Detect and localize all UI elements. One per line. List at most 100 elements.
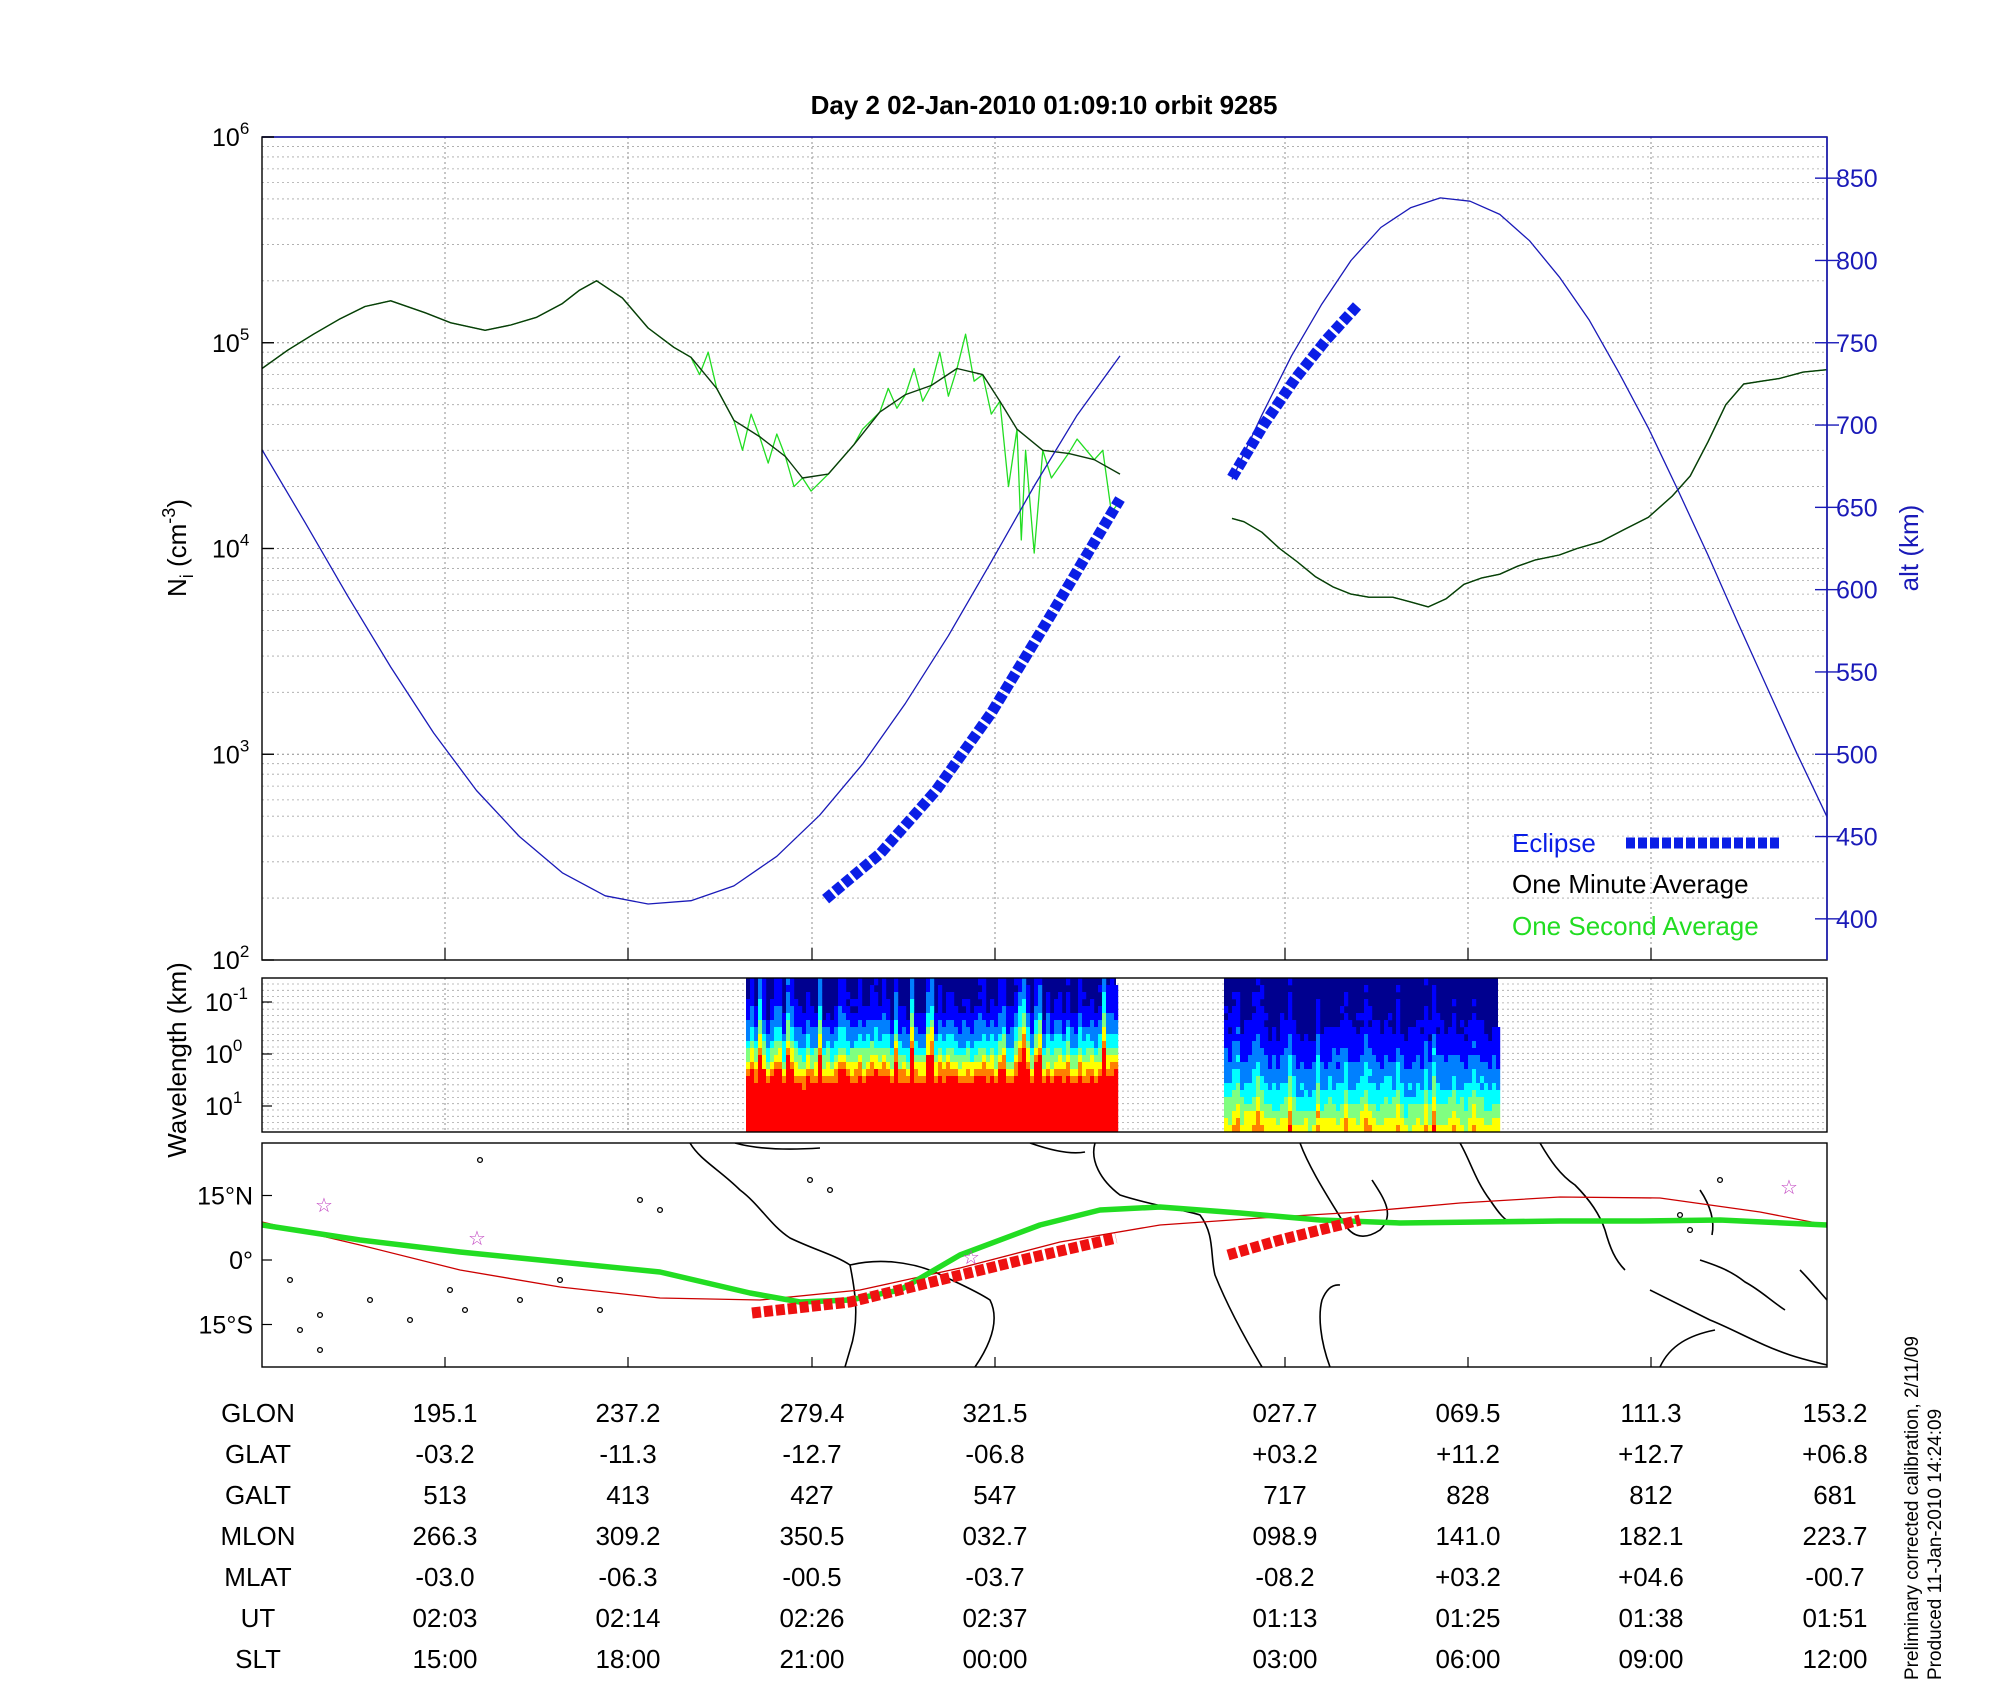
table-cell: -12.7 xyxy=(782,1439,841,1469)
spectrogram-cell xyxy=(930,1013,935,1021)
spectrogram-cell xyxy=(754,1006,759,1014)
spectrogram-cell xyxy=(906,1125,911,1132)
spectrogram-cell xyxy=(1364,1048,1369,1056)
spectrogram-cell xyxy=(1058,999,1063,1007)
spectrogram-cell xyxy=(802,1034,807,1042)
spectrogram-cell xyxy=(1400,1069,1405,1077)
spectrogram-cell xyxy=(1380,1083,1385,1091)
spectrogram-cell xyxy=(1102,1027,1107,1035)
spectrogram-cell xyxy=(1468,1125,1473,1132)
spectrogram-cell xyxy=(1070,1069,1075,1077)
spectrogram-cell xyxy=(1356,1062,1361,1070)
spectrogram-cell xyxy=(1272,1083,1277,1091)
spectrogram-cell xyxy=(1078,1013,1083,1021)
spectrogram-cell xyxy=(1046,1125,1051,1132)
spectrogram-cell xyxy=(1018,1048,1023,1056)
spectrogram-cell xyxy=(950,1090,955,1098)
spectrogram-cell xyxy=(1010,1027,1015,1035)
spectrogram-cell xyxy=(1260,1118,1265,1126)
spectrogram-cell xyxy=(898,1034,903,1042)
spectrogram-cell xyxy=(978,1118,983,1126)
spectrogram-cell xyxy=(934,1062,939,1070)
spectrogram-cell xyxy=(1038,1097,1043,1105)
spectrogram-cell xyxy=(770,1125,775,1132)
spectrogram-cell xyxy=(838,1076,843,1084)
spectrogram-cell xyxy=(1396,1125,1401,1132)
spectrogram-cell xyxy=(906,1020,911,1028)
spectrogram-cell xyxy=(878,1062,883,1070)
spectrogram-cell xyxy=(946,992,951,1000)
spectrogram-cell xyxy=(810,1104,815,1112)
table-row-label: GALT xyxy=(225,1480,291,1510)
spectrogram-cell xyxy=(862,1020,867,1028)
spectrogram-cell xyxy=(1292,1097,1297,1105)
spectrogram-cell xyxy=(1292,1062,1297,1070)
spectrogram-cell xyxy=(1272,1111,1277,1119)
spectrogram-cell xyxy=(874,1006,879,1014)
spectrogram-cell xyxy=(858,1055,863,1063)
spectrogram-cell xyxy=(858,1097,863,1105)
table-row-ut: UT 02:03 02:14 02:26 02:37 01:13 01:25 01:38 01:… xyxy=(241,1603,1868,1633)
spectrogram-cell xyxy=(758,985,763,993)
spectrogram-cell xyxy=(1114,1041,1119,1049)
spectrogram-cell xyxy=(1034,1013,1039,1021)
spectrogram-cell xyxy=(994,1125,999,1132)
spectrogram-cell xyxy=(1106,1111,1111,1119)
spectrogram-cell xyxy=(1264,1083,1269,1091)
table-row-mlon: MLON 266.3 309.2 350.5 032.7 098.9 141.0 182.1 2… xyxy=(220,1521,1867,1551)
spectrogram-cell xyxy=(1030,1104,1035,1112)
spectrogram-cell xyxy=(1432,1048,1437,1056)
spectrogram-cell xyxy=(1440,1090,1445,1098)
spectrogram-cell xyxy=(1006,1111,1011,1119)
spectrogram-cell xyxy=(1324,1034,1329,1042)
spectrogram-cell xyxy=(1014,1034,1019,1042)
spectrogram-cell xyxy=(1022,1118,1027,1126)
spectrogram-cell xyxy=(1034,1069,1039,1077)
spectrogram-cell xyxy=(962,1118,967,1126)
spectrogram-cell xyxy=(790,1083,795,1091)
spectrogram-cell xyxy=(1110,1090,1115,1098)
spectrogram-cell xyxy=(822,1027,827,1035)
spectrogram-cell xyxy=(1086,1083,1091,1091)
spectrogram-cell xyxy=(1364,1076,1369,1084)
spectrogram-cell xyxy=(1308,1090,1313,1098)
spectrogram-cell xyxy=(822,1083,827,1091)
spectrogram-cell xyxy=(862,1013,867,1021)
spectrogram-cell xyxy=(830,1069,835,1077)
spectrogram-cell xyxy=(766,1048,771,1056)
spectrogram-cell xyxy=(1256,1104,1261,1112)
spectrogram-cell xyxy=(942,1125,947,1132)
spectrogram-cell xyxy=(882,978,887,986)
spectrogram-cell xyxy=(1248,1069,1253,1077)
spectrogram-cell xyxy=(1496,1048,1501,1056)
star-marker-icon: ☆ xyxy=(315,1195,333,1217)
spectrogram-cell xyxy=(1264,1069,1269,1077)
spectrogram-cell xyxy=(1356,1097,1361,1105)
spectrogram-cell xyxy=(982,978,987,986)
spectrogram-cell xyxy=(1062,1097,1067,1105)
spectrogram-cell xyxy=(1448,1118,1453,1126)
spectrogram-cell xyxy=(842,1055,847,1063)
spectrogram-cell xyxy=(1236,1097,1241,1105)
spectrogram-cell xyxy=(974,1055,979,1063)
spectrogram-cell xyxy=(1066,1069,1071,1077)
spectrogram-cell xyxy=(1372,1111,1377,1119)
spectrogram-cell xyxy=(1038,1006,1043,1014)
spectrogram-cell xyxy=(842,1062,847,1070)
spectrogram-cell xyxy=(778,1090,783,1098)
spectrogram-cell xyxy=(1300,1041,1305,1049)
spectrogram-cell xyxy=(1480,1111,1485,1119)
spectrogram-cell xyxy=(1488,1125,1493,1132)
spectrogram-cell xyxy=(1304,1097,1309,1105)
spectrogram-cell xyxy=(878,1076,883,1084)
spectrogram-cell xyxy=(1416,1104,1421,1112)
spectrogram-cell xyxy=(762,1062,767,1070)
spectrogram-cell xyxy=(1428,1076,1433,1084)
spectrogram-cell xyxy=(1388,1097,1393,1105)
spectrogram-cell xyxy=(1452,999,1457,1007)
spectrogram-cell xyxy=(806,1041,811,1049)
spectrogram-cell xyxy=(1038,1104,1043,1112)
spectrogram-cell xyxy=(818,1076,823,1084)
spectrogram-cell xyxy=(794,1020,799,1028)
spectrogram-cell xyxy=(762,1090,767,1098)
